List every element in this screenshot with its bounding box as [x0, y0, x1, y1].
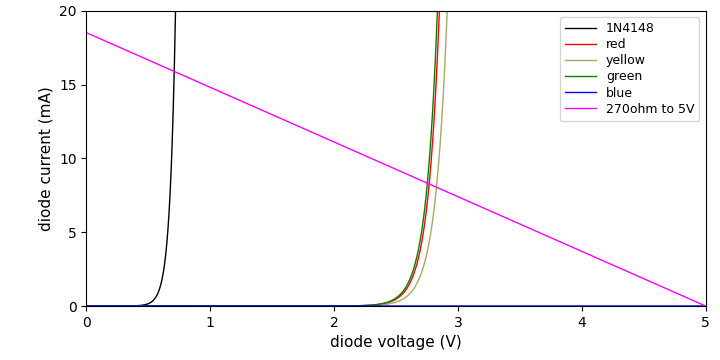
green [83, 304, 91, 308]
Line: yellow: yellow [86, 11, 447, 306]
blue [231, 304, 240, 308]
1N4148 [94, 304, 102, 308]
270ohm to 5V [82, 31, 91, 35]
green [431, 73, 439, 77]
blue [541, 304, 550, 308]
Line: red: red [86, 11, 439, 306]
Line: 270ohm to 5V: 270ohm to 5V [86, 33, 706, 306]
270ohm to 5V [355, 151, 364, 155]
yellow [443, 9, 451, 13]
270ohm to 5V [565, 244, 574, 248]
270ohm to 5V [333, 141, 341, 145]
green [433, 9, 441, 13]
blue [418, 304, 427, 308]
blue [455, 304, 464, 308]
yellow [109, 304, 117, 308]
1N4148 [132, 303, 140, 308]
yellow [82, 304, 91, 308]
green [162, 304, 171, 308]
red [428, 143, 437, 147]
yellow [426, 231, 435, 236]
Y-axis label: diode current (mA): diode current (mA) [38, 86, 53, 231]
1N4148 [82, 304, 91, 308]
red [380, 301, 389, 306]
yellow [276, 304, 284, 308]
red [318, 304, 327, 308]
blue [701, 304, 710, 308]
green [335, 304, 343, 308]
yellow [315, 304, 324, 308]
1N4148 [159, 270, 168, 274]
red [435, 9, 444, 13]
green [290, 304, 299, 308]
270ohm to 5V [145, 58, 154, 63]
1N4148 [115, 304, 124, 308]
green [82, 304, 91, 308]
red [82, 304, 91, 308]
blue [82, 304, 91, 308]
X-axis label: diode voltage (V): diode voltage (V) [330, 335, 462, 350]
1N4148 [147, 300, 156, 304]
blue [319, 304, 328, 308]
yellow [171, 304, 179, 308]
1N4148 [171, 9, 180, 14]
1N4148 [153, 293, 161, 297]
270ohm to 5V [576, 248, 585, 253]
270ohm to 5V [508, 218, 516, 222]
green [181, 304, 189, 308]
Line: 1N4148: 1N4148 [86, 12, 176, 306]
blue [124, 304, 132, 308]
red [111, 304, 120, 308]
red [179, 304, 188, 308]
270ohm to 5V [701, 304, 710, 308]
yellow [269, 304, 277, 308]
red [148, 304, 156, 308]
Legend: 1N4148, red, yellow, green, blue, 270ohm to 5V: 1N4148, red, yellow, green, blue, 270ohm… [559, 17, 699, 121]
Line: green: green [86, 11, 437, 306]
